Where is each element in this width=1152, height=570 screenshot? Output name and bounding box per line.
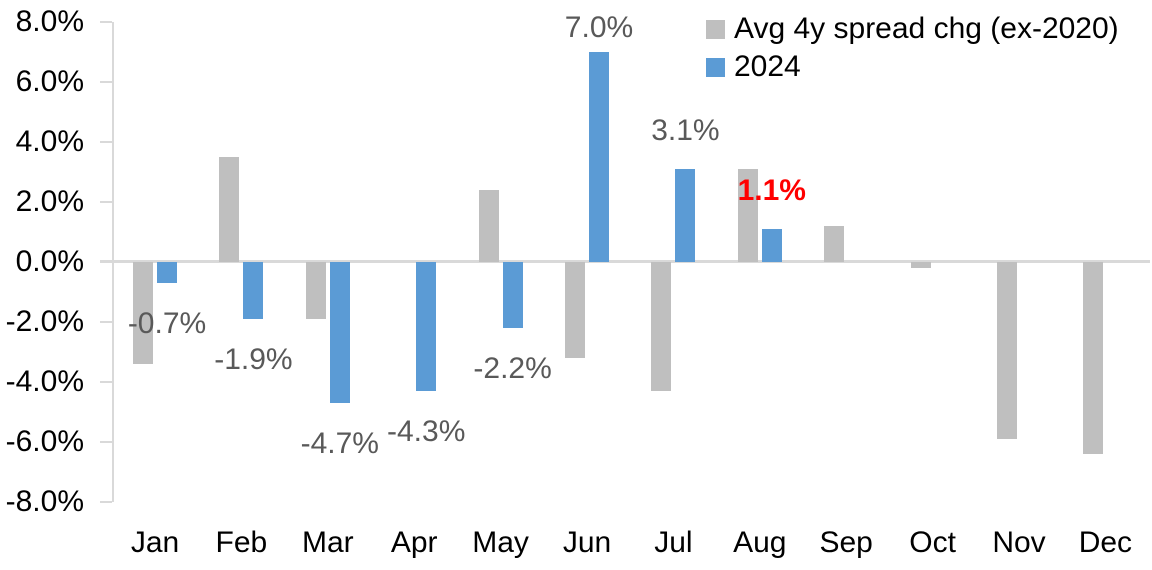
y-tick-label: -4.0%: [5, 365, 84, 398]
x-tick-label-sep: Sep: [819, 526, 873, 559]
bar-2024-feb: [243, 262, 264, 319]
y-tick-label: -6.0%: [5, 425, 84, 458]
y-tick-mark: [100, 141, 112, 143]
y-tick-mark: [100, 321, 112, 323]
bar-2024-jan: [157, 262, 177, 283]
x-tick-label-jul: Jul: [654, 526, 693, 559]
x-tick-label-apr: Apr: [390, 526, 438, 559]
bar-2024-apr: [416, 262, 437, 391]
x-tick-label-jun: Jun: [562, 526, 612, 559]
zero-gridline: [100, 260, 1150, 263]
data-label-2024-apr: -4.3%: [387, 415, 466, 448]
legend-label: 2024: [734, 50, 801, 83]
y-tick-mark: [100, 501, 112, 503]
legend-label: Avg 4y spread chg (ex-2020): [734, 12, 1119, 45]
bar-2024-jun: [589, 52, 609, 262]
bar-avg4y-oct: [910, 262, 931, 268]
data-label-2024-jul: 3.1%: [651, 114, 720, 147]
bar-avg4y-jan: [133, 262, 153, 364]
y-tick-mark: [100, 441, 112, 443]
y-tick-label: -2.0%: [5, 305, 84, 338]
y-tick-mark: [100, 81, 112, 83]
data-label-2024-jun: 7.0%: [564, 11, 634, 44]
legend-swatch-avg4y: [706, 19, 725, 39]
legend-item-avg4y: Avg 4y spread chg (ex-2020): [706, 10, 1119, 48]
bar-avg4y-feb: [219, 157, 240, 262]
y-tick-label: 4.0%: [15, 125, 84, 158]
bar-2024-jul: [675, 169, 696, 262]
data-label-2024-jan: -0.7%: [127, 307, 207, 340]
x-tick-label-oct: Oct: [909, 526, 956, 559]
x-tick-label-dec: Dec: [1078, 526, 1133, 559]
legend-item-2024: 2024: [706, 48, 1119, 86]
x-tick-label-feb: Feb: [215, 526, 268, 559]
x-tick-label-nov: Nov: [992, 526, 1046, 559]
x-tick-label-jan: Jan: [130, 526, 180, 559]
data-label-2024-may: -2.2%: [473, 352, 552, 385]
bar-avg4y-jun: [565, 262, 585, 358]
y-tick-mark: [100, 381, 112, 383]
data-label-2024-aug: 1.1%: [737, 174, 806, 207]
bar-avg4y-aug: [737, 169, 758, 262]
bar-avg4y-sep: [824, 226, 845, 262]
legend-swatch-2024: [706, 57, 725, 77]
y-tick-label: 2.0%: [15, 185, 84, 218]
x-tick-label-aug: Aug: [733, 526, 787, 559]
bar-avg4y-dec: [1083, 262, 1104, 454]
bar-2024-aug: [761, 229, 782, 262]
data-label-2024-feb: -1.9%: [214, 343, 293, 376]
chart-legend: Avg 4y spread chg (ex-2020) 2024: [706, 10, 1119, 86]
bar-avg4y-may: [478, 190, 499, 262]
y-tick-label: 8.0%: [15, 5, 84, 38]
bar-avg4y-jul: [651, 262, 672, 391]
bar-2024-mar: [329, 262, 350, 403]
y-tick-label: -8.0%: [5, 485, 84, 518]
y-tick-mark: [100, 21, 112, 23]
data-label-2024-mar: -4.7%: [300, 427, 379, 460]
y-tick-label: 6.0%: [15, 65, 84, 98]
bar-avg4y-mar: [305, 262, 326, 319]
y-tick-label: 0.0%: [15, 245, 84, 278]
y-tick-mark: [100, 201, 112, 203]
x-tick-label-may: May: [472, 526, 529, 559]
bar-avg4y-nov: [997, 262, 1017, 439]
bar-2024-may: [502, 262, 523, 328]
x-tick-label-mar: Mar: [301, 526, 354, 559]
